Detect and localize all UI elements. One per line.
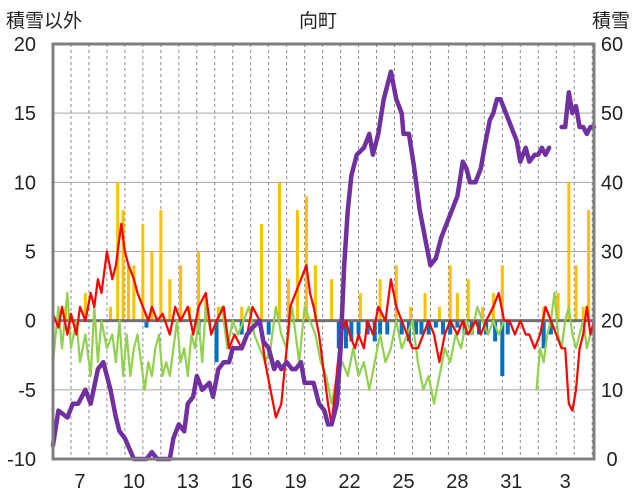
snow-change-bar	[505, 320, 510, 335]
precip-bar	[567, 182, 571, 321]
precip-bar	[587, 210, 591, 321]
x-tick-label: 10	[123, 471, 145, 493]
snow-change-bar	[548, 320, 553, 335]
snow-change-bar	[414, 320, 419, 335]
snow-change-bar	[336, 320, 341, 349]
precip-bar	[240, 306, 244, 321]
precip-bar	[83, 293, 87, 321]
y-right-axis: 60 50 40 30 20 10 0	[601, 34, 623, 471]
snow-change-bar	[541, 320, 546, 349]
precip-bar	[132, 265, 136, 321]
x-tick-label: 19	[285, 471, 307, 493]
snow-change-bar	[433, 320, 438, 328]
temp-min-line	[51, 291, 506, 405]
plot-frame	[51, 42, 596, 461]
precip-bar	[159, 210, 163, 321]
x-tick-label: 31	[500, 471, 522, 493]
y-right-tick-label: 30	[601, 242, 623, 264]
precip-bar	[481, 306, 485, 321]
precip-bar	[466, 279, 470, 321]
precip-bar	[500, 265, 504, 321]
precip-bar	[259, 223, 263, 321]
x-tick-label: 3	[560, 471, 571, 493]
snow-change-bar	[144, 320, 149, 328]
x-axis: 7 10 13 16 19 22 25 28 31 3	[74, 471, 570, 493]
snow-change-bar	[426, 320, 431, 335]
precip-bar	[437, 306, 441, 321]
precip-bar	[197, 251, 201, 321]
snow-change-bar	[419, 320, 424, 335]
snow-depth-line	[559, 90, 597, 137]
y-left-axis: 20 15 10 5 0 -5 -10	[7, 34, 36, 471]
snow-change-bar	[343, 320, 348, 349]
snow-change-bar	[372, 320, 377, 342]
snow-change-bar	[266, 320, 271, 335]
snow-change-bar	[441, 320, 446, 335]
precip-bar	[304, 196, 308, 321]
precip-bar	[330, 279, 334, 321]
y-left-tick-label: 20	[14, 34, 36, 56]
precip-bar	[409, 306, 413, 321]
x-tick-label: 28	[446, 471, 468, 493]
x-tick-label: 22	[338, 471, 360, 493]
precip-bar	[581, 306, 585, 321]
precip-bar	[150, 251, 154, 321]
precip-bar	[277, 182, 281, 321]
snow-change-bar	[378, 320, 383, 335]
precip-bar	[423, 293, 427, 321]
y-right-tick-label: 50	[601, 103, 623, 125]
y-left-label: 積雪以外	[6, 10, 82, 32]
temp-max-line	[51, 222, 596, 426]
precip-bar	[448, 265, 452, 321]
precip-bar	[286, 279, 290, 321]
precip-bar	[141, 223, 145, 321]
precip-bar	[358, 293, 362, 321]
snow-change-bar	[399, 320, 404, 335]
y-right-label: 積雪	[592, 10, 630, 32]
precip-bar	[455, 293, 459, 321]
y-right-tick-label: 60	[601, 34, 623, 56]
y-left-tick-label: -5	[18, 380, 36, 402]
precip-bar	[121, 210, 125, 321]
precip-bar	[126, 265, 130, 321]
precip-bar	[574, 265, 578, 321]
precip-bar	[109, 306, 113, 321]
y-right-tick-label: 10	[601, 380, 623, 402]
y-right-tick-label: 20	[601, 311, 623, 333]
x-tick-label: 13	[177, 471, 199, 493]
precip-bar	[556, 293, 560, 321]
x-tick-label: 25	[392, 471, 414, 493]
y-left-tick-label: 5	[25, 242, 36, 264]
y-left-tick-label: 0	[25, 311, 36, 333]
y-left-tick-label: 15	[14, 103, 36, 125]
snow-change-bar	[455, 320, 460, 328]
snow-change-bar	[493, 320, 498, 342]
precip-bar	[168, 279, 172, 321]
precip-bar	[295, 210, 299, 321]
y-left-tick-label: -10	[7, 449, 36, 471]
precip-bar	[394, 265, 398, 321]
chart-title: 向町	[299, 10, 337, 32]
y-left-tick-label: 10	[14, 172, 36, 194]
grid	[53, 44, 594, 459]
snow-change-bar	[385, 320, 390, 335]
precip-bar	[179, 265, 183, 321]
x-tick-label: 16	[231, 471, 253, 493]
precip-bar	[378, 279, 382, 321]
y-right-tick-label: 40	[601, 172, 623, 194]
snow-change-bar	[214, 320, 219, 363]
snow-change-bar	[349, 320, 354, 342]
snow-change-bars	[113, 320, 553, 376]
y-right-tick-label: 0	[606, 449, 617, 471]
precip-bar	[313, 265, 317, 321]
snow-change-bar	[500, 320, 505, 376]
snow-change-bar	[448, 320, 453, 335]
x-tick-label: 7	[74, 471, 85, 493]
snow-change-bar	[356, 320, 361, 335]
